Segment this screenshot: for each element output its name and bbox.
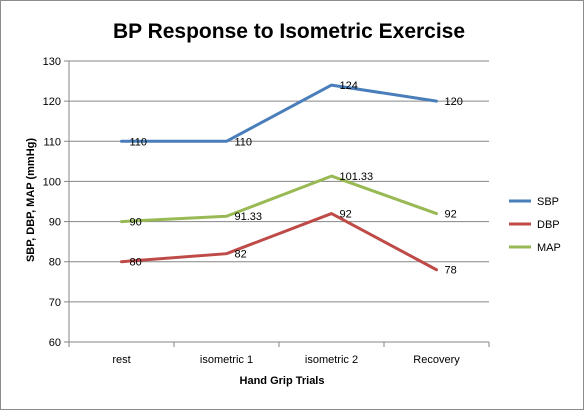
data-label-dbp-2: 92 [340, 209, 352, 221]
series-lines [120, 83, 438, 272]
x-axis-title: Hand Grip Trials [240, 375, 325, 387]
data-label-dbp-0: 80 [130, 257, 142, 269]
x-tick-label-recovery: Recovery [413, 354, 460, 366]
x-axis-ticks: rest isometric 1 isometric 2 Recovery [68, 342, 490, 366]
series-line-sbp [120, 83, 438, 143]
data-label-dbp-3: 78 [445, 265, 457, 277]
x-tick-label-rest: rest [112, 354, 130, 366]
data-label-map-0: 90 [130, 217, 142, 229]
legend-label-dbp: DBP [537, 219, 560, 231]
data-label-sbp-3: 120 [445, 96, 463, 108]
series-line-dbp [120, 212, 438, 272]
data-label-sbp-1: 110 [235, 136, 253, 148]
data-labels: 110 110 124 120 80 82 92 78 90 91.33 101.33 92 [130, 80, 463, 277]
y-tick-label-110: 110 [43, 136, 61, 148]
data-label-sbp-0: 110 [130, 136, 148, 148]
gridlines [68, 60, 489, 343]
y-axis-ticks: 60 70 80 90 100 110 120 130 [43, 56, 69, 349]
data-label-map-3: 92 [445, 209, 457, 221]
data-label-dbp-1: 82 [235, 249, 247, 261]
y-tick-label-120: 120 [43, 96, 61, 108]
y-tick-label-80: 80 [49, 257, 61, 269]
legend-label-sbp: SBP [537, 196, 559, 208]
y-axis-title: SBP, DBP, MAP (mmHg) [25, 138, 37, 262]
x-tick-label-isometric-2: isometric 2 [305, 354, 358, 366]
y-tick-label-100: 100 [43, 176, 61, 188]
y-tick-label-130: 130 [43, 56, 61, 68]
legend-label-map: MAP [537, 242, 561, 254]
data-label-sbp-2: 124 [340, 80, 358, 92]
legend: SBP DBP MAP [509, 196, 561, 254]
x-tick-label-isometric-1: isometric 1 [200, 354, 253, 366]
y-tick-label-90: 90 [49, 217, 61, 229]
data-label-map-2: 101.33 [340, 171, 374, 183]
data-label-map-1: 91.33 [235, 211, 263, 223]
chart-title: BP Response to Isometric Exercise [113, 20, 465, 43]
series-line-map [120, 174, 438, 224]
y-tick-label-60: 60 [49, 337, 61, 349]
y-tick-label-70: 70 [49, 297, 61, 309]
